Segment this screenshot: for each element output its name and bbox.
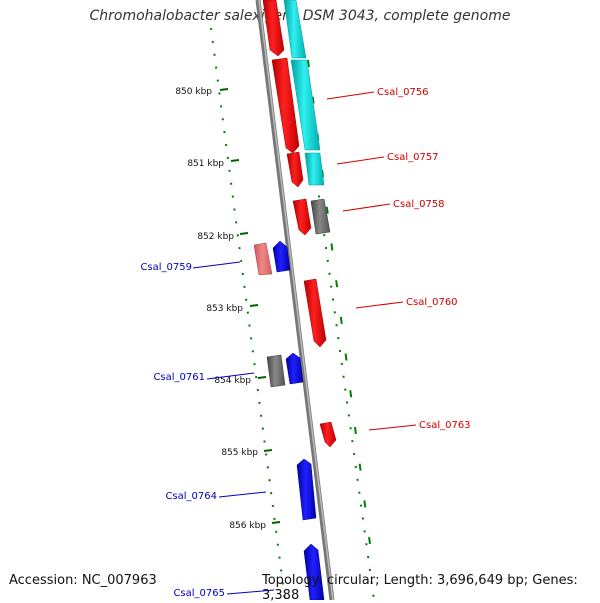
label-leader-line (368, 424, 417, 431)
tick-label: 854 kbp (214, 376, 251, 386)
tick-mark (239, 232, 249, 235)
tick-label: 853 kbp (206, 304, 243, 314)
tick-mark (230, 159, 240, 162)
gene-label-csal-0761[interactable]: Csal_0761 (153, 372, 205, 383)
tick-mark (249, 304, 259, 307)
label-leader-line (206, 372, 255, 380)
tick-label: 855 kbp (221, 448, 258, 458)
gene-feature-gray[interactable] (266, 354, 286, 388)
label-leader-line (355, 301, 404, 309)
label-leader-line (226, 589, 275, 595)
gene-label-csal-0758[interactable]: Csal_0758 (393, 199, 445, 210)
gene-feature-red[interactable] (262, 0, 285, 57)
gene-label-csal-0759[interactable]: Csal_0759 (140, 262, 192, 273)
topology-text: Topology: circular; Length: 3,696,649 bp… (262, 573, 578, 603)
accession-text: Accession: NC_007963 (9, 573, 157, 588)
gene-feature-red[interactable] (271, 57, 300, 154)
label-leader-line (192, 261, 241, 269)
page-title: Chromohalobacter salexigens DSM 3043, co… (89, 8, 511, 24)
tick-mark (257, 376, 267, 379)
tick-label: 851 kbp (187, 159, 224, 169)
gene-label-csal-0764[interactable]: Csal_0764 (165, 491, 217, 502)
tick-mark (271, 521, 281, 524)
gene-feature-red[interactable] (319, 421, 337, 448)
gene-feature-red[interactable] (286, 151, 304, 188)
label-leader-line (326, 91, 375, 100)
gene-feature-blue[interactable] (285, 352, 304, 385)
gene-feature-blue[interactable] (303, 543, 325, 600)
tick-label: 856 kbp (229, 521, 266, 531)
gene-feature-blue[interactable] (272, 240, 291, 273)
gene-label-csal-0756[interactable]: Csal_0756 (377, 87, 429, 98)
gene-feature-blue[interactable] (296, 458, 317, 521)
tick-mark (219, 88, 229, 91)
genome-backbone-highlight (258, 0, 334, 600)
genome-backbone (255, 0, 335, 600)
gene-feature-pink[interactable] (253, 242, 273, 276)
gene-feature-cyan[interactable] (290, 59, 321, 151)
gene-label-csal-0763[interactable]: Csal_0763 (419, 420, 471, 431)
tick-mark (263, 449, 273, 452)
tick-label: 850 kbp (175, 87, 212, 97)
gene-label-csal-0757[interactable]: Csal_0757 (387, 152, 439, 163)
gene-feature-cyan[interactable] (283, 0, 307, 59)
label-leader-line (342, 203, 391, 212)
right-dotted-track (295, 27, 375, 600)
gene-label-csal-0760[interactable]: Csal_0760 (406, 297, 458, 308)
gene-label-csal-0765[interactable]: Csal_0765 (173, 588, 225, 599)
gene-feature-red[interactable] (303, 278, 327, 348)
tick-label: 852 kbp (197, 232, 234, 242)
gene-feature-gray[interactable] (310, 198, 331, 235)
gene-feature-cyan[interactable] (304, 152, 325, 186)
label-leader-line (218, 491, 267, 498)
gene-feature-red[interactable] (292, 198, 312, 236)
label-leader-line (336, 156, 385, 165)
